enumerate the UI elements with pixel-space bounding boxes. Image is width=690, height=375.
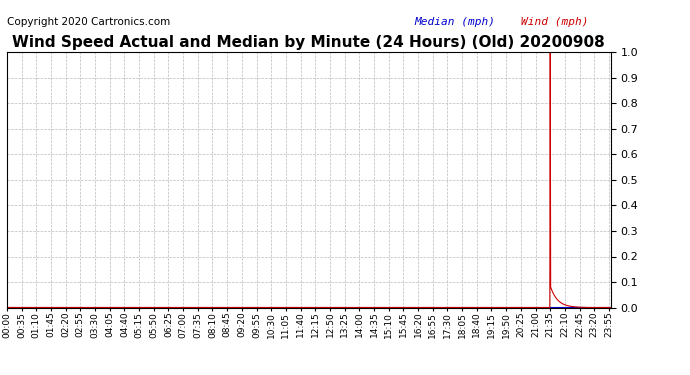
Text: Copyright 2020 Cartronics.com: Copyright 2020 Cartronics.com [7, 17, 170, 27]
Text: Median (mph): Median (mph) [414, 17, 495, 27]
Title: Wind Speed Actual and Median by Minute (24 Hours) (Old) 20200908: Wind Speed Actual and Median by Minute (… [12, 35, 605, 50]
Text: Wind (mph): Wind (mph) [521, 17, 589, 27]
